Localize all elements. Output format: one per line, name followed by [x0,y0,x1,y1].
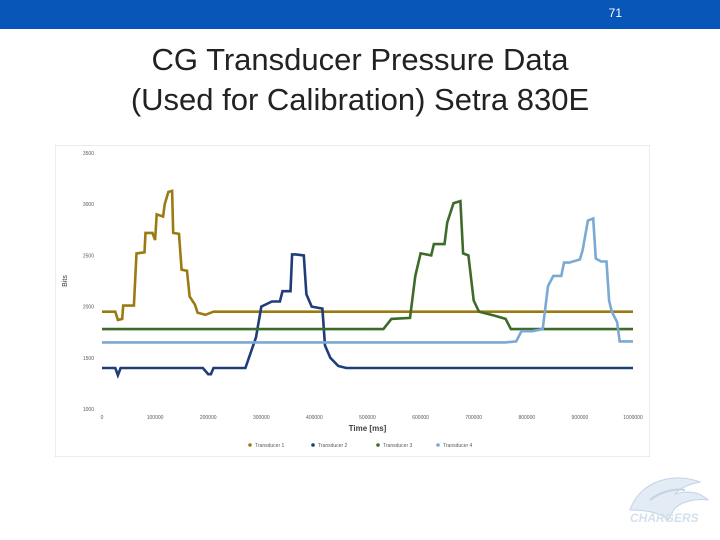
x-tick-label: 600000 [412,415,429,421]
x-tick-label: 700000 [465,415,482,421]
chart-legend: Transducer 1 Transducer 2 Transducer 3 Tran… [248,443,472,449]
legend-label: Transducer 4 [443,443,472,449]
y-tick-label: 1500 [83,356,94,362]
series-line-2 [102,253,633,379]
legend-marker [248,443,252,447]
slide-number: 71 [608,6,622,20]
x-tick-label: 400000 [306,415,323,421]
x-axis-label: Time [ms] [349,424,387,433]
x-tick-label: 100000 [147,415,164,421]
y-axis: 1000 1500 2000 2500 3000 3500 [83,151,94,413]
chart-frame [55,145,650,457]
title-line-1: CG Transducer Pressure Data [151,42,569,77]
slide-title: CG Transducer Pressure Data (Used for Ca… [60,40,660,120]
x-tick-label: 300000 [253,415,270,421]
y-tick-label: 1000 [83,407,94,413]
legend-marker [311,443,315,447]
x-tick-label: 200000 [200,415,217,421]
plot-area [102,189,633,379]
series-line-1 [102,189,633,322]
header-bar [0,0,720,29]
legend-label: Transducer 2 [318,443,347,449]
x-tick-label: 800000 [518,415,535,421]
pressure-chart: 1000 1500 2000 2500 3000 3500 0 100000 200000 30… [55,145,650,457]
series-line-4 [102,216,633,344]
legend-marker [436,443,440,447]
y-tick-label: 2000 [83,305,94,311]
x-tick-label: 900000 [572,415,589,421]
legend-label: Transducer 1 [255,443,284,449]
series-line-3 [102,199,633,331]
title-line-2: (Used for Calibration) Setra 830E [130,82,590,117]
x-tick-label: 1000000 [623,415,643,421]
chargers-logo: CHARGERS [629,477,710,525]
y-tick-label: 2500 [83,253,94,259]
x-axis: 0 100000 200000 300000 400000 500000 600000 700… [101,415,643,421]
x-tick-label: 500000 [359,415,376,421]
x-tick-label: 0 [101,415,104,421]
y-axis-label: Bits [62,275,69,287]
logo-text: CHARGERS [630,511,699,525]
legend-label: Transducer 3 [383,443,412,449]
y-tick-label: 3500 [83,151,94,157]
legend-marker [376,443,380,447]
y-tick-label: 3000 [83,202,94,208]
